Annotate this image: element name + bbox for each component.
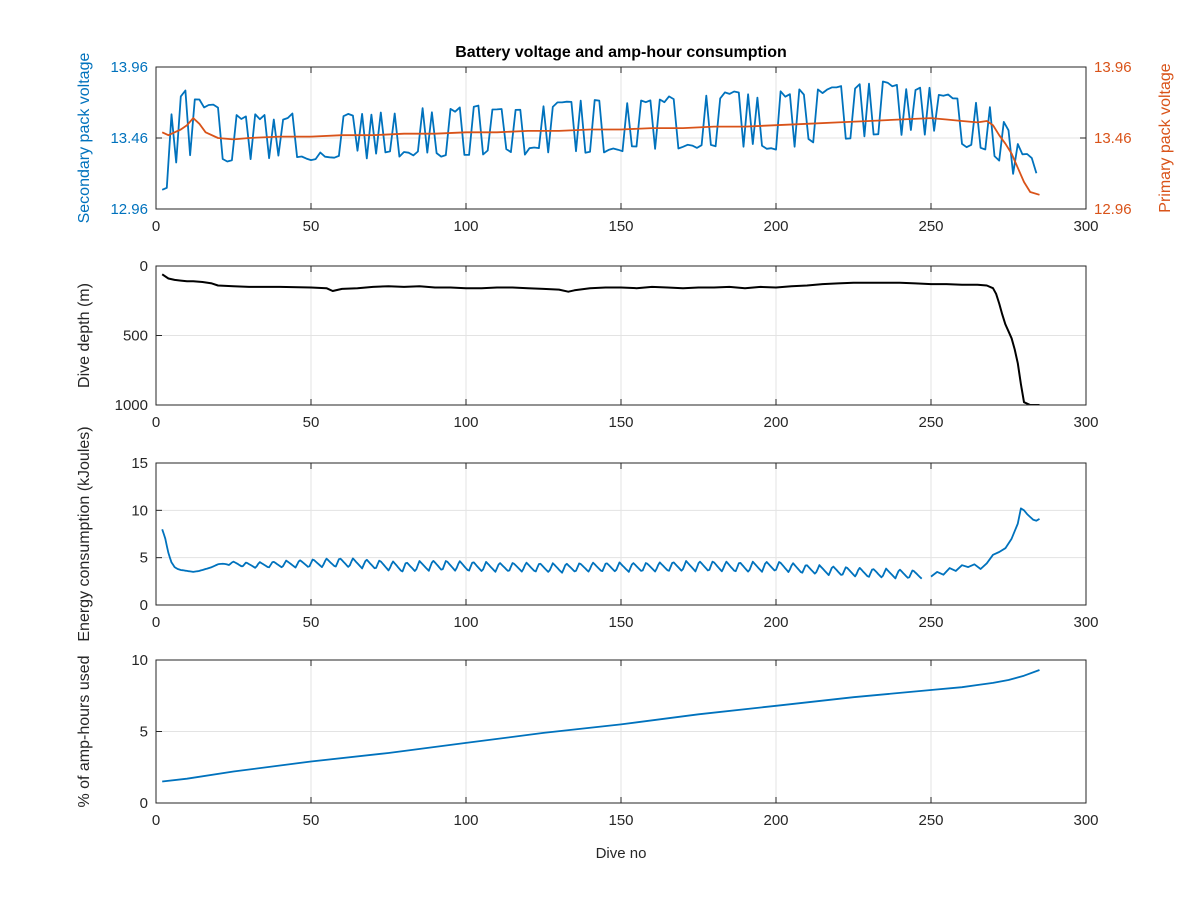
- y-axis-label: Energy consumption (kJoules): [76, 426, 93, 641]
- x-tick-label: 200: [763, 414, 788, 431]
- x-tick-label: 250: [918, 614, 943, 631]
- subplot-2: 0 50 100 150 200 250 300 0 500 1000 Dive depth (m): [76, 258, 1099, 431]
- y-tick-label: 5: [140, 724, 148, 741]
- x-tick-label: 150: [608, 218, 633, 235]
- y-tick-label: 13.96: [110, 59, 148, 76]
- series-line-1: [162, 669, 1040, 783]
- y-axis-label-right: Primary pack voltage: [1157, 63, 1174, 212]
- y-axis-label: Secondary pack voltage: [76, 53, 93, 224]
- subplots: 0 50 100 150 200 250 30012.9613.4613.9612.9613…: [76, 53, 1174, 829]
- x-tick-label: 0: [152, 614, 160, 631]
- y-tick-label: 0: [140, 795, 148, 812]
- series-group: [162, 669, 1040, 783]
- x-tick-label: 100: [453, 812, 478, 829]
- series-line-1: [161, 529, 923, 580]
- y-tick-label: 500: [123, 328, 148, 345]
- series-line-1: [161, 273, 1040, 405]
- x-tick-label: 100: [453, 218, 478, 235]
- series-line-2: [161, 117, 1040, 196]
- figure-title: Battery voltage and amp-hour consumption: [455, 44, 787, 61]
- subplot-4: 0 50 100 150 200 250 300 0 5 10 % of amp-hours use…: [76, 652, 1099, 829]
- series-group: [161, 80, 1040, 196]
- x-tick-label: 150: [608, 812, 633, 829]
- x-tick-label: 200: [763, 812, 788, 829]
- subplot-3: 0 50 100 150 200 250 300 0 5 10 15 Energy consumpti…: [76, 426, 1099, 641]
- x-tick-label: 100: [453, 614, 478, 631]
- series-line-1: [161, 80, 1038, 191]
- subplot-1: 0 50 100 150 200 250 30012.9613.4613.9612.9613…: [76, 53, 1174, 235]
- y-tick-label: 13.46: [110, 130, 148, 147]
- x-tick-label: 200: [763, 614, 788, 631]
- x-tick-label: 250: [918, 414, 943, 431]
- x-tick-label: 50: [303, 414, 320, 431]
- y-tick-label: 1000: [115, 397, 148, 414]
- x-tick-label: 0: [152, 812, 160, 829]
- y-tick-label: 10: [131, 502, 148, 519]
- series-line-2: [930, 507, 1040, 578]
- x-tick-label: 250: [918, 218, 943, 235]
- y-tick-label: 12.96: [110, 201, 148, 218]
- x-tick-label: 50: [303, 218, 320, 235]
- x-tick-label: 300: [1073, 614, 1098, 631]
- y-tick-label: 10: [131, 652, 148, 669]
- x-tick-label: 300: [1073, 414, 1098, 431]
- x-tick-label: 100: [453, 414, 478, 431]
- series-group: [161, 507, 1040, 580]
- y-tick-label: 5: [140, 550, 148, 567]
- y-axis-label: % of amp-hours used: [76, 655, 93, 807]
- x-tick-label: 150: [608, 614, 633, 631]
- y-tick-label: 0: [140, 597, 148, 614]
- x-tick-label: 300: [1073, 812, 1098, 829]
- x-tick-label: 250: [918, 812, 943, 829]
- y-tick-label: 15: [131, 455, 148, 472]
- x-tick-label: 0: [152, 218, 160, 235]
- y-tick-label: 0: [140, 258, 148, 275]
- y-tick-label-right: 13.96: [1094, 59, 1132, 76]
- series-group: [161, 273, 1040, 405]
- x-tick-label: 50: [303, 614, 320, 631]
- x-tick-label: 0: [152, 414, 160, 431]
- y-tick-label-right: 13.46: [1094, 130, 1132, 147]
- x-axis-label: Dive no: [596, 845, 647, 862]
- x-tick-label: 150: [608, 414, 633, 431]
- x-tick-label: 300: [1073, 218, 1098, 235]
- y-axis-label: Dive depth (m): [76, 283, 93, 388]
- x-tick-label: 50: [303, 812, 320, 829]
- x-tick-label: 200: [763, 218, 788, 235]
- y-tick-label-right: 12.96: [1094, 201, 1132, 218]
